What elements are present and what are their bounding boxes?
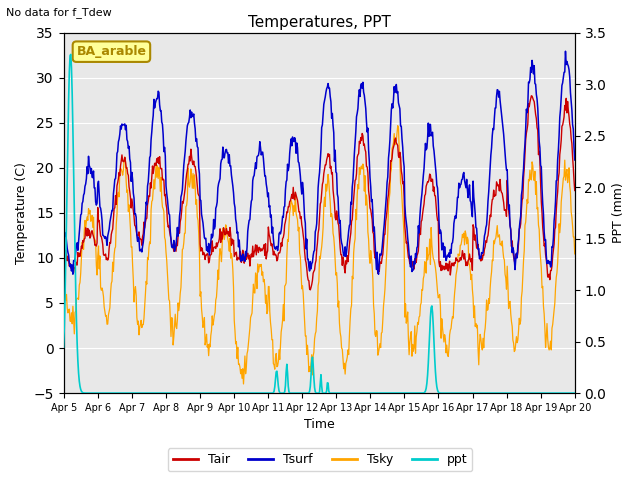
Text: BA_arable: BA_arable	[76, 45, 147, 58]
Legend: Tair, Tsurf, Tsky, ppt: Tair, Tsurf, Tsky, ppt	[168, 448, 472, 471]
Y-axis label: PPT (mm): PPT (mm)	[612, 182, 625, 243]
Text: No data for f_Tdew: No data for f_Tdew	[6, 7, 112, 18]
Y-axis label: Temperature (C): Temperature (C)	[15, 162, 28, 264]
X-axis label: Time: Time	[304, 419, 335, 432]
Title: Temperatures, PPT: Temperatures, PPT	[248, 15, 390, 30]
